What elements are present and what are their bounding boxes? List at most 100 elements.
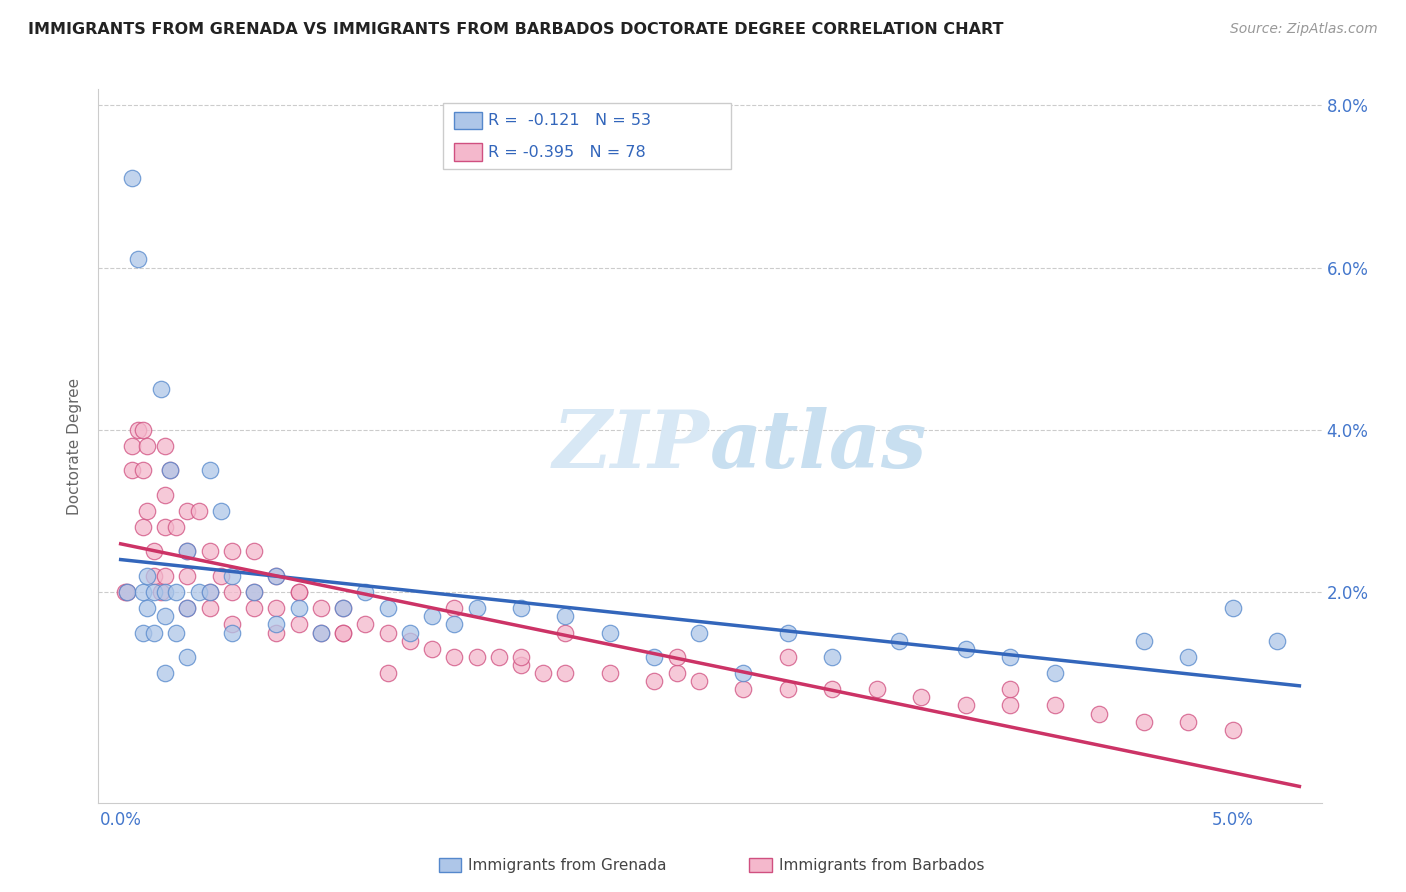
Point [643,674,665,689]
Point [143,585,166,599]
Point [377,601,399,615]
Point [443,617,465,632]
Point [688,625,710,640]
Point [1177,714,1199,729]
Point [1177,649,1199,664]
Point [198,544,221,558]
Point [531,666,554,681]
Point [153,520,176,534]
Point [354,617,377,632]
Text: Immigrants from Grenada: Immigrants from Grenada [468,858,666,872]
Point [1000,698,1022,713]
Point [420,641,443,656]
Text: ZIP: ZIP [553,408,710,484]
Point [198,601,221,615]
Point [821,682,844,697]
Point [153,568,176,582]
Point [243,544,266,558]
Point [165,625,187,640]
Point [132,585,155,599]
Point [866,682,889,697]
Point [198,585,221,599]
Point [1132,633,1154,648]
Point [332,625,354,640]
Point [309,625,332,640]
Text: Source: ZipAtlas.com: Source: ZipAtlas.com [1230,22,1378,37]
Point [176,649,198,664]
Point [887,633,910,648]
Point [121,463,143,477]
Point [198,585,221,599]
Text: R =  -0.121   N = 53: R = -0.121 N = 53 [488,113,651,128]
Point [176,544,198,558]
Point [377,625,399,640]
Point [733,666,755,681]
Point [117,585,139,599]
Point [187,504,209,518]
Point [266,568,288,582]
Point [309,625,332,640]
Point [153,488,176,502]
Point [465,601,488,615]
Point [153,609,176,624]
Point [132,423,155,437]
Point [132,520,155,534]
Point [287,617,309,632]
Point [287,601,309,615]
Point [266,617,288,632]
Point [159,463,181,477]
Point [1000,649,1022,664]
Point [132,625,155,640]
Point [153,585,176,599]
Point [176,601,198,615]
Point [1043,666,1066,681]
Point [910,690,932,705]
Point [1000,682,1022,697]
Point [554,609,576,624]
Point [1222,601,1244,615]
Point [733,682,755,697]
Point [287,585,309,599]
Point [243,585,266,599]
Point [136,568,159,582]
Point [332,601,354,615]
Point [955,698,977,713]
Point [332,601,354,615]
Point [776,625,799,640]
Point [377,666,399,681]
Text: R = -0.395   N = 78: R = -0.395 N = 78 [488,145,645,161]
Point [955,641,977,656]
Point [354,585,377,599]
Point [1132,714,1154,729]
Point [776,682,799,697]
Point [136,439,159,453]
Point [688,674,710,689]
Point [1222,723,1244,737]
Point [1265,633,1288,648]
Point [136,504,159,518]
Point [510,649,533,664]
Point [266,625,288,640]
Point [176,544,198,558]
Point [266,568,288,582]
Point [117,585,139,599]
Point [665,649,688,664]
Point [420,609,443,624]
Point [143,568,166,582]
Point [176,504,198,518]
Point [398,625,420,640]
Point [153,439,176,453]
Point [488,649,510,664]
Point [465,649,488,664]
Text: Immigrants from Barbados: Immigrants from Barbados [779,858,984,872]
Point [643,649,665,664]
Point [132,463,155,477]
Point [187,585,209,599]
Point [510,657,533,672]
Point [221,568,243,582]
Point [599,666,621,681]
Point [149,585,172,599]
Point [309,601,332,615]
Point [554,625,576,640]
Point [153,666,176,681]
